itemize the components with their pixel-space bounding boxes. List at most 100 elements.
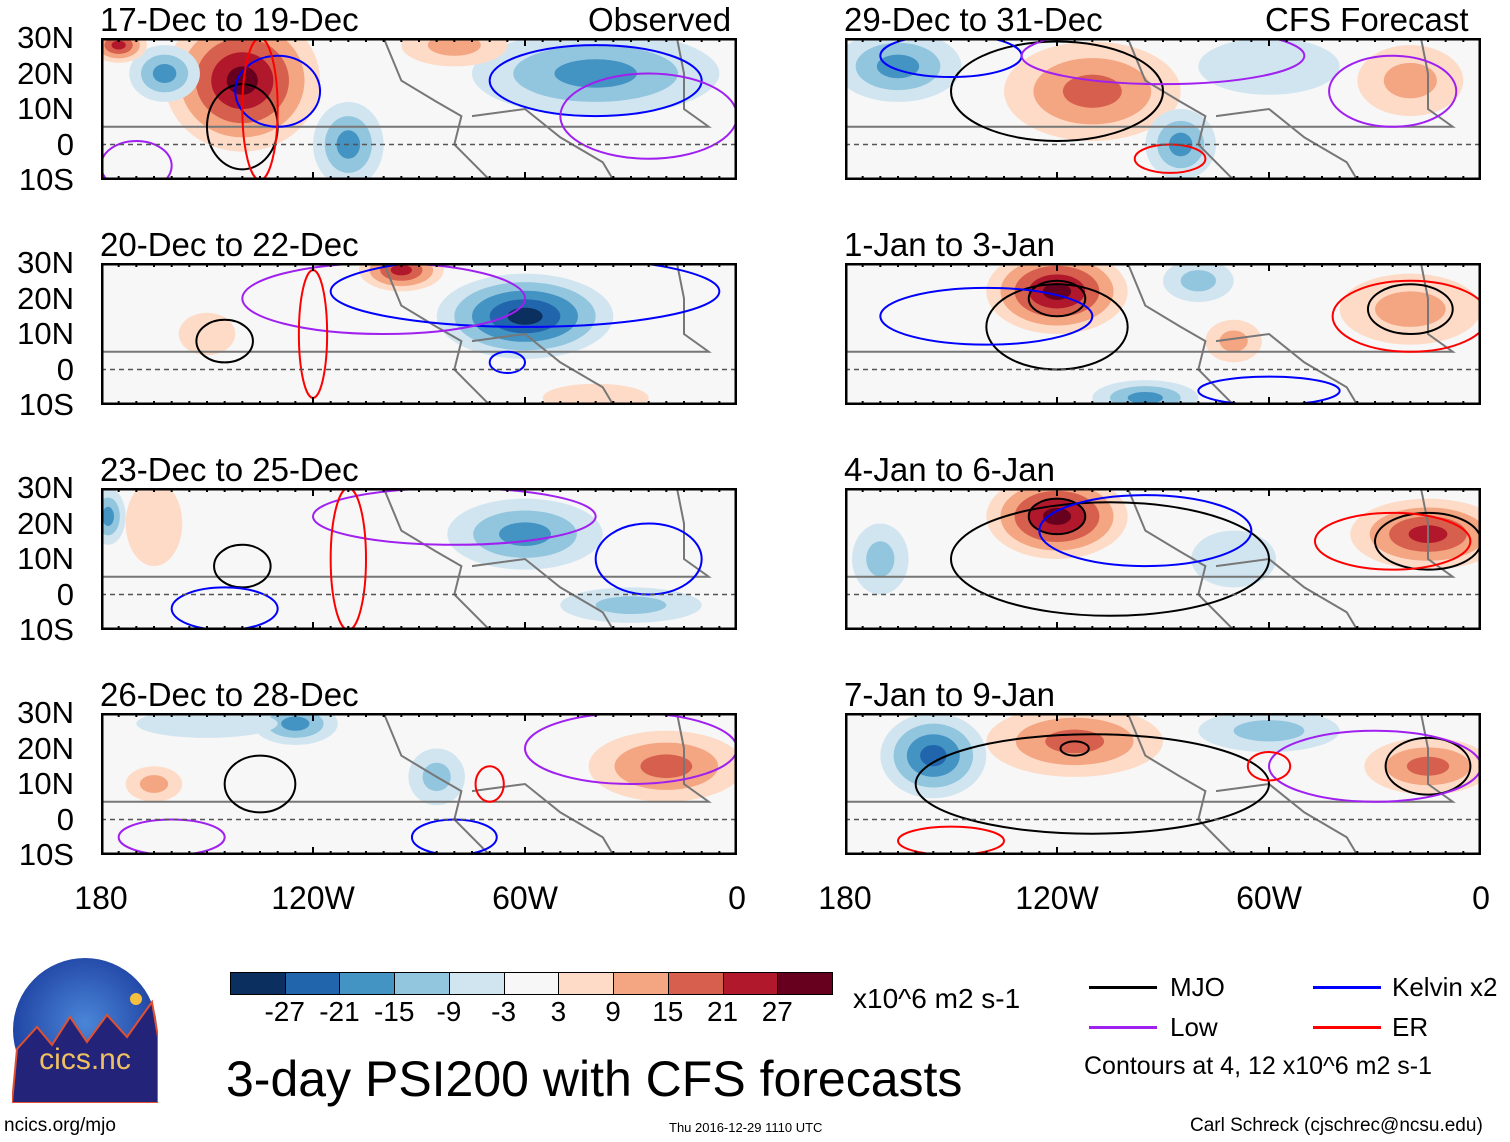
anomaly-shading bbox=[595, 596, 667, 615]
lat-label: 10S bbox=[18, 162, 74, 197]
anomaly-shading bbox=[390, 264, 412, 276]
contour-line bbox=[1331, 279, 1481, 353]
anomaly-shading bbox=[125, 488, 183, 567]
contour-line bbox=[241, 263, 526, 335]
footer-author: Carl Schreck (cjschrec@ncsu.edu) bbox=[1190, 1115, 1483, 1136]
lat-label: 10S bbox=[18, 387, 74, 422]
colorbar-label: 9 bbox=[605, 996, 621, 1027]
contour-line bbox=[1027, 279, 1087, 318]
colorbar-label: 3 bbox=[550, 996, 567, 1027]
colorbar-swatch bbox=[558, 972, 615, 995]
lat-label: 20N bbox=[17, 55, 74, 91]
contour-line bbox=[1246, 751, 1292, 782]
map-panel bbox=[101, 488, 737, 630]
anomaly-shading bbox=[866, 541, 895, 577]
contour-line bbox=[1059, 740, 1090, 757]
figure-title: 3-day PSI200 with CFS forecasts bbox=[226, 1051, 963, 1107]
colorbar-label: -15 bbox=[373, 996, 415, 1027]
contour-line bbox=[312, 488, 597, 546]
panel-title: 26-Dec to 28-Dec bbox=[100, 676, 359, 713]
legend-low-line bbox=[1089, 1026, 1157, 1029]
colorbar-swatch bbox=[503, 972, 560, 995]
contour-line bbox=[329, 488, 367, 630]
anomaly-shading bbox=[1042, 507, 1072, 525]
panel-title: 1-Jan to 3-Jan bbox=[844, 226, 1055, 263]
anomaly-shading bbox=[111, 40, 126, 50]
lat-label: 20N bbox=[17, 280, 74, 316]
contour-line bbox=[1020, 38, 1306, 86]
anomaly-shading bbox=[542, 383, 649, 405]
lat-label: 30N bbox=[17, 470, 74, 505]
lat-label: 30N bbox=[17, 20, 74, 55]
anomaly-shading bbox=[1198, 38, 1340, 95]
lat-label: 0 bbox=[56, 576, 74, 612]
contour-line bbox=[879, 286, 1094, 346]
lon-label: 60W bbox=[1236, 880, 1302, 916]
lat-label: 10N bbox=[17, 541, 74, 576]
legend-mjo: MJO bbox=[1170, 972, 1225, 1002]
colorbar-label: -27 bbox=[264, 996, 305, 1027]
colorbar-swatch bbox=[613, 972, 669, 995]
lon-label: 0 bbox=[728, 880, 746, 916]
anomaly-shading bbox=[1219, 330, 1248, 352]
lat-label: 10S bbox=[18, 612, 74, 647]
observed-label: Observed bbox=[588, 1, 732, 38]
contour-note: Contours at 4, 12 x10^6 m2 s-1 bbox=[1084, 1052, 1433, 1080]
colorbar-swatch bbox=[394, 972, 450, 995]
coastline bbox=[845, 713, 1456, 855]
anomaly-shading bbox=[1375, 291, 1446, 327]
footer-url[interactable]: ncics.org/mjo bbox=[4, 1115, 116, 1136]
contour-line bbox=[223, 754, 297, 814]
lon-label: 120W bbox=[1015, 880, 1099, 916]
colorbar-label: 15 bbox=[652, 996, 684, 1027]
lat-label: 0 bbox=[56, 801, 74, 837]
contour-line bbox=[1366, 283, 1454, 336]
cics-logo: cics.nc bbox=[10, 957, 159, 1104]
colorbar-units: x10^6 m2 s-1 bbox=[853, 983, 1021, 1014]
lat-label: 20N bbox=[17, 505, 74, 541]
coastline bbox=[845, 488, 1456, 630]
anomaly-shading bbox=[178, 312, 236, 356]
map-panel bbox=[101, 263, 737, 405]
contour-line bbox=[1374, 511, 1481, 571]
contour-line bbox=[329, 263, 721, 328]
coastline bbox=[101, 488, 712, 630]
colorbar-label: 27 bbox=[761, 996, 793, 1027]
anomaly-shading bbox=[281, 716, 310, 731]
legend-mjo-line bbox=[1089, 986, 1157, 989]
contour-line bbox=[897, 825, 1005, 855]
map-panel bbox=[101, 38, 737, 180]
lon-label: 180 bbox=[74, 880, 128, 916]
map-panel bbox=[845, 713, 1481, 855]
lat-label: 10N bbox=[17, 316, 74, 351]
lat-label: 10N bbox=[17, 766, 74, 801]
lon-label: 180 bbox=[818, 880, 872, 916]
lat-label: 30N bbox=[17, 695, 74, 730]
panel-title: 17-Dec to 19-Dec bbox=[100, 1, 359, 38]
colorbar-swatch bbox=[777, 972, 833, 995]
lat-label: 20N bbox=[17, 730, 74, 766]
contour-line bbox=[474, 765, 505, 803]
colorbar-swatch bbox=[722, 972, 779, 995]
map-panel bbox=[101, 713, 737, 855]
contour-line bbox=[594, 522, 703, 596]
svg-text:cics.nc: cics.nc bbox=[39, 1043, 131, 1076]
contour-line bbox=[914, 733, 1270, 835]
contour-line bbox=[241, 38, 279, 180]
contour-line bbox=[488, 350, 527, 375]
anomaly-shading bbox=[1191, 530, 1277, 588]
contour-line bbox=[1384, 736, 1472, 796]
map-panel bbox=[845, 263, 1481, 405]
contour-line bbox=[1268, 729, 1481, 803]
contour-line bbox=[488, 44, 703, 118]
contour-line bbox=[559, 72, 737, 160]
cfs-forecast-label: CFS Forecast bbox=[1265, 1, 1469, 38]
lon-label: 60W bbox=[492, 880, 558, 916]
panel-title: 7-Jan to 9-Jan bbox=[844, 676, 1055, 713]
coastline bbox=[101, 713, 712, 855]
lon-label: 0 bbox=[1472, 880, 1490, 916]
contour-line bbox=[1197, 375, 1341, 405]
anomaly-shading bbox=[139, 775, 169, 793]
colorbar-swatch bbox=[284, 972, 341, 995]
